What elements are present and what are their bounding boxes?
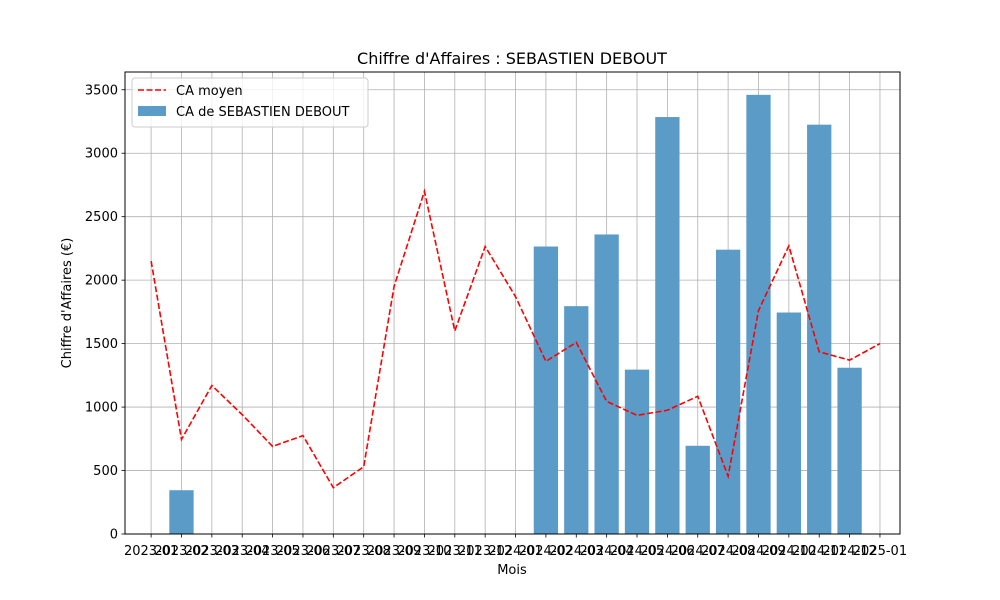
x-tick-label: 2024-08 xyxy=(701,544,755,559)
y-tick-label: 2500 xyxy=(85,210,118,225)
y-tick-label: 3500 xyxy=(85,83,118,98)
y-tick-label: 1500 xyxy=(85,337,118,352)
x-tick-label: 2023-02 xyxy=(154,544,208,559)
bar-2024-10 xyxy=(776,312,801,534)
y-tick-label: 2000 xyxy=(85,274,118,289)
x-tick-label: 2023-04 xyxy=(215,544,269,559)
legend-bar-swatch xyxy=(138,106,166,116)
x-tick-label: 2024-11 xyxy=(792,544,846,559)
plot-area-frame xyxy=(124,71,901,535)
bar-2024-02 xyxy=(533,246,559,534)
x-axis-ticks: 2023-012023-022023-032023-042023-052023-… xyxy=(124,534,907,559)
line-series xyxy=(150,188,881,489)
x-tick-label: 2023-10 xyxy=(397,544,451,559)
x-tick-label: 2023-12 xyxy=(458,544,512,559)
y-tick-label: 0 xyxy=(110,528,118,543)
x-tick-label: 2024-10 xyxy=(762,544,816,559)
bar-series xyxy=(169,94,862,535)
legend: CA moyen CA de SEBASTIEN DEBOUT xyxy=(131,77,369,128)
x-tick-label: 2023-05 xyxy=(245,544,299,559)
x-tick-label: 2024-04 xyxy=(579,544,633,559)
chart-title: Chiffre d'Affaires : SEBASTIEN DEBOUT xyxy=(357,49,667,68)
y-tick-label: 3000 xyxy=(85,147,118,162)
x-tick-label: 2024-07 xyxy=(671,544,725,559)
x-tick-label: 2023-07 xyxy=(306,544,360,559)
x-tick-label: 2023-01 xyxy=(124,544,178,559)
x-tick-label: 2024-01 xyxy=(488,544,542,559)
y-axis-ticks: 0 500 1000 1500 2000 2500 3000 3500 xyxy=(85,83,125,543)
x-tick-label: 2024-09 xyxy=(731,544,785,559)
bar-2024-08 xyxy=(715,249,741,534)
x-tick-label: 2024-03 xyxy=(549,544,603,559)
legend-label-ca-vendeur: CA de SEBASTIEN DEBOUT xyxy=(176,105,350,120)
bar-2024-07 xyxy=(685,445,710,534)
bar-2024-09 xyxy=(746,94,771,534)
ca-moyen-line xyxy=(150,188,881,489)
legend-label-ca-moyen: CA moyen xyxy=(176,84,243,99)
legend-frame xyxy=(131,77,369,128)
bar-2024-12 xyxy=(837,367,862,534)
x-tick-label: 2024-06 xyxy=(640,544,694,559)
x-tick-label: 2023-03 xyxy=(185,544,239,559)
bar-2024-03 xyxy=(564,306,589,534)
y-tick-label: 500 xyxy=(93,464,118,479)
x-tick-label: 2024-12 xyxy=(822,544,876,559)
x-tick-label: 2024-02 xyxy=(519,544,573,559)
bar-2024-06 xyxy=(655,117,680,535)
x-tick-label: 2023-09 xyxy=(367,544,421,559)
x-tick-label: 2024-05 xyxy=(610,544,664,559)
x-tick-label: 2023-11 xyxy=(428,544,482,559)
x-tick-label: 2023-06 xyxy=(276,544,330,559)
y-axis-title: Chiffre d'Affaires (€) xyxy=(60,238,75,369)
bar-2023-02 xyxy=(169,490,194,534)
y-tick-label: 1000 xyxy=(85,401,118,416)
bar-2024-11 xyxy=(807,124,832,534)
x-axis-title: Mois xyxy=(497,563,527,578)
bar-2024-05 xyxy=(624,369,650,534)
x-tick-label: 2023-08 xyxy=(337,544,391,559)
x-tick-label: 2025-01 xyxy=(853,544,907,559)
